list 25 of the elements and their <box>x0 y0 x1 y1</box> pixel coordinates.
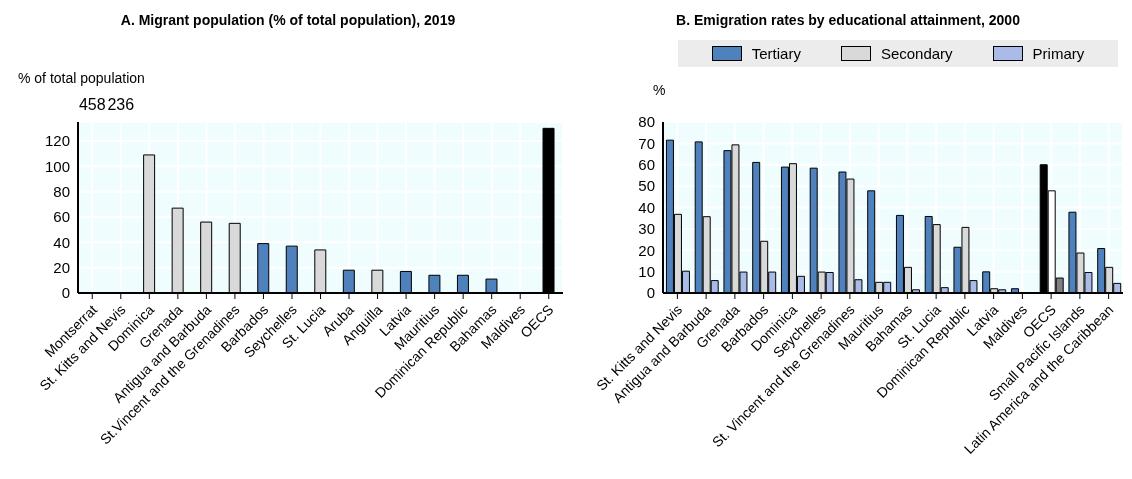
legend-label: Secondary <box>880 45 953 62</box>
y-tick-label: 120 <box>44 132 70 150</box>
y-tick-label: 70 <box>638 134 655 152</box>
y-tick-label: 40 <box>638 198 655 216</box>
y-tick-label: 40 <box>53 233 70 251</box>
legend-label: Tertiary <box>751 45 801 62</box>
y-tick-label: 100 <box>44 157 70 175</box>
y-tick-label: 80 <box>638 113 655 131</box>
y-tick-label: 10 <box>638 262 655 280</box>
y-tick-label: 30 <box>638 220 655 238</box>
y-tick-label: 20 <box>53 258 70 276</box>
text: 458 <box>78 96 106 113</box>
y-tick-label: 80 <box>53 182 70 200</box>
y-tick-label: 60 <box>53 208 70 226</box>
chart-title: B. Emigration rates by educational attainment, 2000 <box>675 11 1021 30</box>
y-tick-label: 50 <box>638 177 655 195</box>
y-tick-label: 0 <box>61 284 70 302</box>
legend-label: Primary <box>1032 45 1085 62</box>
chart-title: A. Migrant population (% of total population), 2019 <box>119 11 457 30</box>
y-tick-label: 60 <box>638 156 655 174</box>
y-axis-title: % of total population <box>18 70 145 86</box>
y-tick-label: 0 <box>646 284 655 302</box>
y-axis-title: % <box>653 82 666 98</box>
text: 236 <box>107 96 135 113</box>
y-tick-label: 20 <box>638 241 655 259</box>
